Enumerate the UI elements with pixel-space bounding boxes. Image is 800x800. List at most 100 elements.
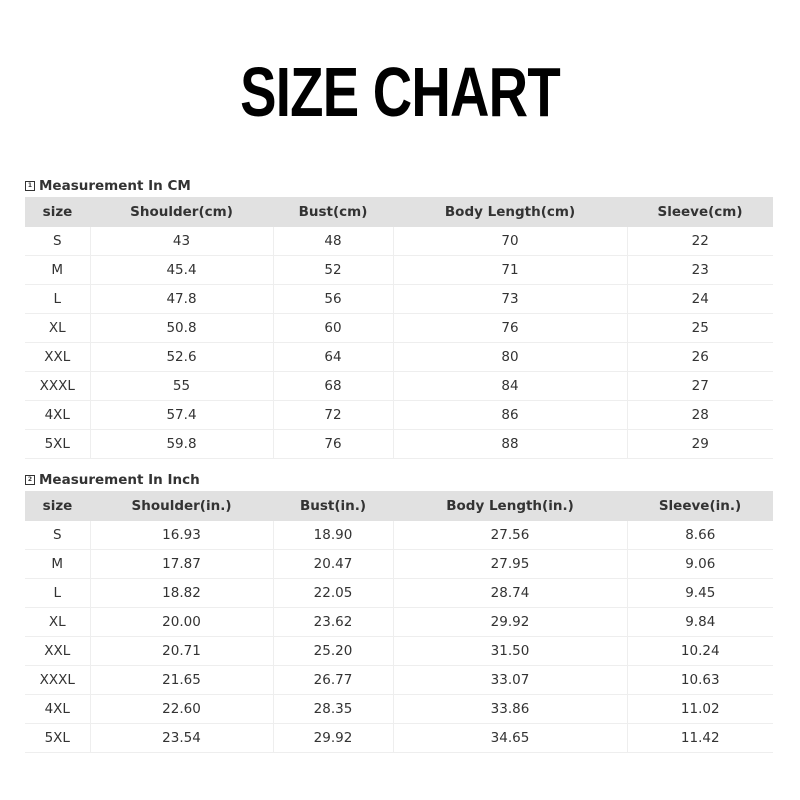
table-cell: XXL [25,342,91,372]
table-cell: 34.65 [393,723,628,753]
table-cell: XXXL [25,371,91,401]
table-cell: 28.74 [393,578,628,608]
table-cell: 84 [393,371,628,401]
table-cell: L [25,284,91,314]
table-cell: 80 [393,342,628,372]
cm-table-section: 1 Measurement In CM size Shoulder(cm) Bust(c… [25,175,773,459]
table-cell: 64 [273,342,394,372]
table-cell: 43 [90,227,274,256]
size-table: size Shoulder(cm) Bust(cm) Body Length(cm) S… [25,197,773,459]
table-cell: 29.92 [273,723,394,753]
table-cell: 88 [393,429,628,459]
table-cell: 28 [627,400,773,430]
column-header: Body Length(in.) [393,491,627,521]
caption-text: Measurement In Inch [39,472,200,488]
table-cell: 24 [627,284,773,314]
column-header: size [25,197,90,227]
table-cell: 76 [393,313,628,343]
table-cell: 56 [273,284,394,314]
table-cell: 27 [627,371,773,401]
table-cell: 26.77 [273,665,394,695]
table-cell: 25.20 [273,636,394,666]
table-cell: 45.4 [90,255,274,285]
column-header: size [25,491,90,521]
table-cell: 29.92 [393,607,628,637]
table-cell: 21.65 [90,665,274,695]
column-header: Body Length(cm) [393,197,627,227]
table-row: L 47.8 56 73 24 [25,284,773,314]
table-cell: 11.42 [627,723,773,753]
table-cell: 59.8 [90,429,274,459]
table-cell: 27.56 [393,521,628,550]
table-cell: 11.02 [627,694,773,724]
table-row: XXXL 55 68 84 27 [25,371,773,401]
table-cell: 8.66 [627,521,773,550]
table-cell: 31.50 [393,636,628,666]
inch-table-section: 2 Measurement In Inch size Shoulder(in.) Bus… [25,469,773,753]
table-cell: 23.54 [90,723,274,753]
table-cell: XL [25,607,91,637]
table-row: 5XL 59.8 76 88 29 [25,429,773,459]
table-cell: 71 [393,255,628,285]
table-cell: 20.71 [90,636,274,666]
column-header: Bust(cm) [273,197,393,227]
table-cell: 23.62 [273,607,394,637]
table-cell: 9.45 [627,578,773,608]
table-cell: 76 [273,429,394,459]
table-cell: 47.8 [90,284,274,314]
table-cell: 10.24 [627,636,773,666]
table-cell: 48 [273,227,394,256]
table-row: S 43 48 70 22 [25,227,773,256]
page-title: SIZE CHART [240,53,561,131]
number-icon: 2 [25,475,35,485]
table-cell: 27.95 [393,549,628,579]
table-cell: 52 [273,255,394,285]
table-row: 4XL 22.60 28.35 33.86 11.02 [25,694,773,724]
table-cell: 25 [627,313,773,343]
table-cell: 22.05 [273,578,394,608]
table-cell: S [25,521,91,550]
size-table: size Shoulder(in.) Bust(in.) Body Length(in… [25,491,773,753]
table-cell: 9.06 [627,549,773,579]
table-cell: 50.8 [90,313,274,343]
column-header: Bust(in.) [273,491,393,521]
table-cell: 17.87 [90,549,274,579]
table-cell: 70 [393,227,628,256]
column-header: Shoulder(cm) [90,197,273,227]
table-cell: 5XL [25,723,91,753]
table-row: M 17.87 20.47 27.95 9.06 [25,549,773,579]
table-cell: 20.00 [90,607,274,637]
column-header: Sleeve(in.) [627,491,773,521]
table-cell: 18.82 [90,578,274,608]
caption-text: Measurement In CM [39,178,191,194]
table-cell: 28.35 [273,694,394,724]
table-cell: 26 [627,342,773,372]
table-row: XL 50.8 60 76 25 [25,313,773,343]
table-caption: 1 Measurement In CM [25,175,773,197]
table-cell: 5XL [25,429,91,459]
column-header: Sleeve(cm) [627,197,773,227]
table-cell: 60 [273,313,394,343]
table-row: XXL 20.71 25.20 31.50 10.24 [25,636,773,666]
table-cell: 72 [273,400,394,430]
table-cell: 9.84 [627,607,773,637]
table-row: 4XL 57.4 72 86 28 [25,400,773,430]
table-cell: M [25,255,91,285]
table-cell: S [25,227,91,256]
header-row: size Shoulder(in.) Bust(in.) Body Length(in… [25,491,773,521]
table-cell: 23 [627,255,773,285]
table-cell: M [25,549,91,579]
number-icon: 1 [25,181,35,191]
table-cell: XL [25,313,91,343]
table-cell: L [25,578,91,608]
table-cell: 4XL [25,694,91,724]
table-cell: 68 [273,371,394,401]
table-cell: 29 [627,429,773,459]
table-cell: 86 [393,400,628,430]
table-cell: 33.07 [393,665,628,695]
table-cell: 73 [393,284,628,314]
table-cell: 10.63 [627,665,773,695]
table-caption: 2 Measurement In Inch [25,469,773,491]
table-cell: XXXL [25,665,91,695]
table-row: XXL 52.6 64 80 26 [25,342,773,372]
